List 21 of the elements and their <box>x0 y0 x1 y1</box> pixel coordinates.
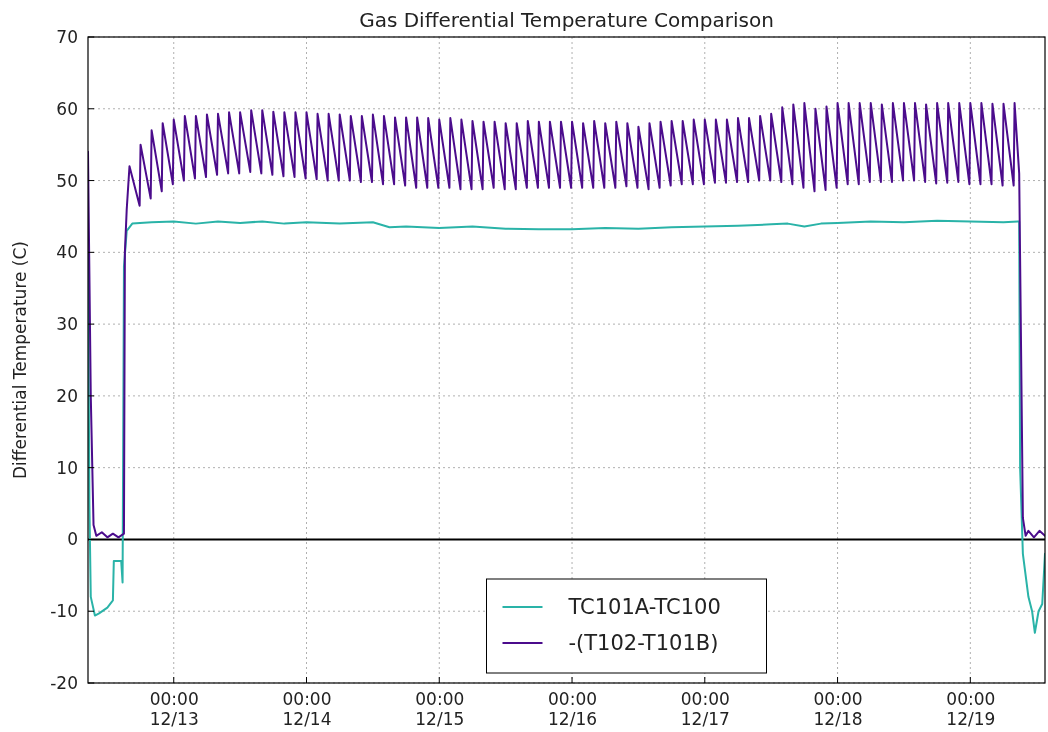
y-tick-label: 60 <box>56 98 78 119</box>
y-tick-label: 0 <box>67 529 78 550</box>
legend-label: -(T102-T101B) <box>568 631 719 656</box>
chart-title: Gas Differential Temperature Comparison <box>359 8 774 32</box>
y-tick-label: 50 <box>56 170 78 191</box>
y-tick-label: 20 <box>56 385 78 406</box>
y-tick-label: 70 <box>56 26 78 47</box>
y-tick-label: 30 <box>56 314 78 335</box>
x-tick-label: 00:00 12/15 <box>415 689 465 729</box>
x-tick-label: 00:00 12/16 <box>548 689 598 729</box>
y-tick-label: 10 <box>56 457 78 478</box>
x-tick-label: 00:00 12/19 <box>946 689 996 729</box>
y-tick-label: -10 <box>50 601 78 622</box>
x-tick-label: 00:00 12/13 <box>149 689 199 729</box>
x-tick-label: 00:00 12/18 <box>813 689 863 729</box>
y-tick-label: 40 <box>56 242 78 263</box>
x-tick-label: 00:00 12/14 <box>282 689 332 729</box>
x-tick-label: 00:00 12/17 <box>680 689 730 729</box>
legend-label: TC101A-TC100 <box>567 595 721 620</box>
y-tick-label: -20 <box>50 672 78 693</box>
y-axis-title: Differential Temperature (C) <box>10 241 30 479</box>
